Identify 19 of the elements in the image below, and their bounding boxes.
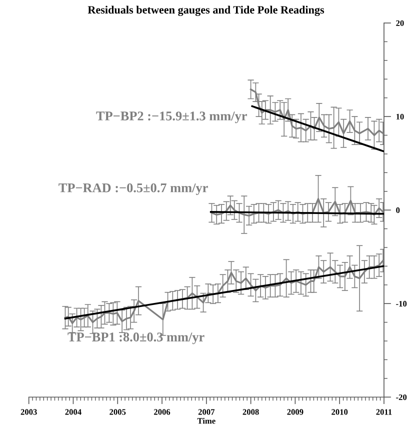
y-tick-label: 10: [396, 114, 404, 120]
x-tick-label: 2007: [198, 409, 215, 415]
y-tick-label: 0: [396, 207, 400, 214]
x-tick-label: 2003: [20, 409, 37, 415]
x-tick-label: 2010: [332, 409, 348, 415]
y-tick-label: 20: [396, 20, 404, 26]
x-tick-label: 2006: [154, 409, 170, 415]
x-tick-label: 2009: [287, 409, 304, 415]
x-tick-label: 2008: [242, 409, 259, 415]
series-label: TP−BP2 :−15.9±1.3 mm/yr: [96, 112, 247, 124]
series-label: TP−RAD :−0.5±0.7 mm/yr: [58, 183, 208, 196]
y-tick-label: -10: [396, 300, 407, 307]
x-tick-label: 2011: [376, 409, 392, 415]
y-tick-label: -20: [396, 394, 407, 400]
chart-title: Residuals between gauges and Tide Pole Readings: [88, 6, 324, 16]
series-label: TP−BP1 :8.0±0.3 mm/yr: [68, 332, 204, 344]
x-tick-label: 2004: [65, 409, 82, 415]
x-axis-title: Time: [197, 418, 216, 424]
x-tick-label: 2005: [110, 409, 126, 415]
